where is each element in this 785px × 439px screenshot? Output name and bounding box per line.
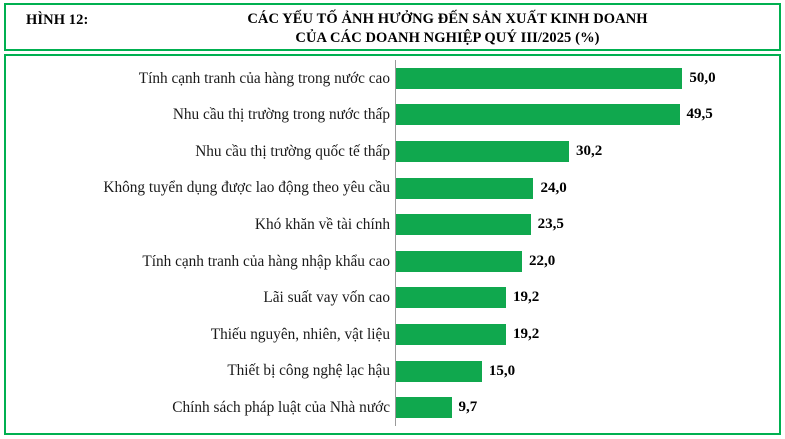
category-label: Không tuyển dụng được lao động theo yêu … (103, 179, 390, 197)
bar-group: 19,2 (396, 316, 539, 353)
chart-plot-area: Tính cạnh tranh của hàng trong nước cao 5… (4, 54, 781, 435)
chart-inner: Tính cạnh tranh của hàng trong nước cao 5… (6, 56, 779, 433)
category-label: Chính sách pháp luật của Nhà nước (172, 399, 390, 417)
bar[interactable] (396, 67, 683, 89)
bar-group: 30,2 (396, 133, 602, 170)
category-label: Nhu cầu thị trường quốc tế thấp (195, 142, 390, 160)
category-label: Khó khăn về tài chính (254, 216, 390, 234)
category-label: Thiếu nguyên, nhiên, vật liệu (210, 325, 390, 343)
category-label: Lãi suất vay vốn cao (263, 289, 390, 307)
category-label: Tính cạnh tranh của hàng trong nước cao (138, 69, 390, 87)
bar-row: Không tuyển dụng được lao động theo yêu … (6, 170, 779, 207)
bar[interactable] (396, 323, 506, 345)
bar-value-label: 15,0 (488, 362, 516, 379)
bar-row: Chính sách pháp luật của Nhà nước 9,7 (6, 389, 779, 426)
bar[interactable] (396, 360, 482, 382)
bar-value-label: 19,2 (512, 325, 540, 342)
figure-title-line-2: CỦA CÁC DOANH NGHIỆP QUÝ III/2025 (%) (295, 30, 600, 46)
bar-group: 22,0 (396, 243, 555, 280)
bar-value-label: 24,0 (540, 179, 567, 196)
bar-group: 24,0 (396, 170, 567, 207)
bar-row: Thiết bị công nghệ lạc hậu 15,0 (6, 353, 779, 390)
bar[interactable] (396, 140, 569, 162)
bar-value-label: 22,0 (529, 252, 556, 269)
bar-row: Nhu cầu thị trường quốc tế thấp 30,2 (6, 133, 779, 170)
category-label: Nhu cầu thị trường trong nước thấp (172, 106, 390, 124)
bar-value-label: 49,5 (686, 106, 713, 123)
bar[interactable] (396, 250, 522, 272)
bar[interactable] (396, 397, 452, 419)
figure-title-box: HÌNH 12: CÁC YẾU TỐ ẢNH HƯỞNG ĐẾN SẢN XU… (4, 3, 781, 51)
bar-row: Khó khăn về tài chính 23,5 (6, 206, 779, 243)
bar-row: Tính cạnh tranh của hàng nhập khẩu cao 22… (6, 243, 779, 280)
figure-title: CÁC YẾU TỐ ẢNH HƯỞNG ĐẾN SẢN XUẤT KINH D… (126, 10, 769, 48)
bar-group: 49,5 (396, 97, 713, 134)
bar[interactable] (396, 287, 506, 309)
bar-group: 9,7 (396, 389, 477, 426)
bar-row: Lãi suất vay vốn cao 19,2 (6, 280, 779, 317)
bar-group: 50,0 (396, 60, 716, 97)
bar-row: Tính cạnh tranh của hàng trong nước cao 5… (6, 60, 779, 97)
bar-group: 15,0 (396, 353, 515, 390)
bar-value-label: 9,7 (458, 399, 478, 416)
category-axis-line (395, 60, 396, 426)
bar-value-label: 19,2 (512, 289, 540, 306)
bar-value-label: 30,2 (575, 142, 603, 159)
bar-rows: Tính cạnh tranh của hàng trong nước cao 5… (6, 60, 779, 426)
bar[interactable] (396, 177, 534, 199)
bar[interactable] (396, 214, 531, 236)
bar-row: Thiếu nguyên, nhiên, vật liệu 19,2 (6, 316, 779, 353)
bar-group: 23,5 (396, 206, 564, 243)
figure-title-line-1: CÁC YẾU TỐ ẢNH HƯỞNG ĐẾN SẢN XUẤT KINH D… (247, 11, 648, 27)
bar-value-label: 50,0 (689, 69, 716, 86)
bar-row: Nhu cầu thị trường trong nước thấp 49,5 (6, 97, 779, 134)
bar-group: 19,2 (396, 280, 539, 317)
bar[interactable] (396, 104, 680, 126)
bar-value-label: 23,5 (537, 216, 564, 233)
category-label: Tính cạnh tranh của hàng nhập khẩu cao (142, 252, 390, 270)
figure-number-label: HÌNH 12: (26, 12, 89, 28)
category-label: Thiết bị công nghệ lạc hậu (227, 362, 390, 380)
